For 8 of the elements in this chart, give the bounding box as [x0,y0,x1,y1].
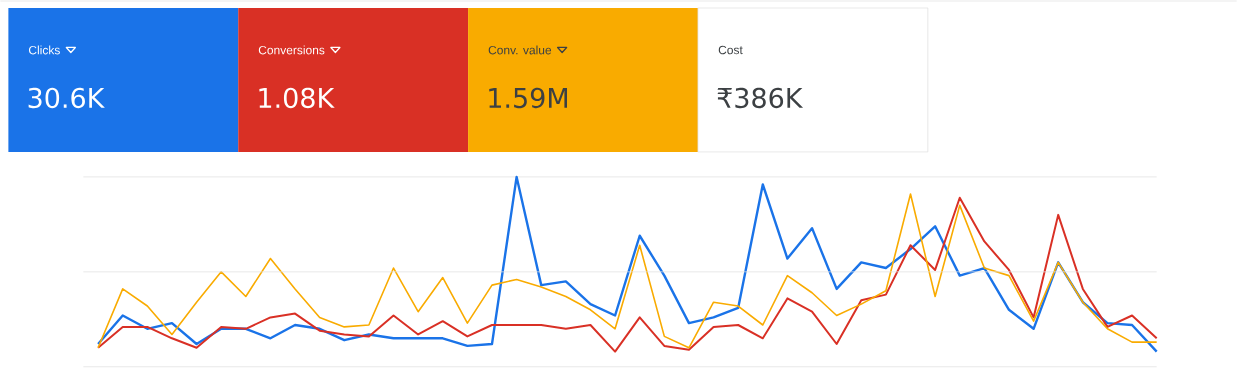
text: 30.6K [28,87,105,109]
text: Cost [718,45,743,55]
legend-label: Clicks [28,45,60,55]
text: 1.08K [259,87,335,109]
text: 1.59M [489,87,567,109]
legend-label: Conv. value [488,45,552,55]
legend-label: Conversions [258,45,325,55]
text: ₹386K [717,87,804,109]
